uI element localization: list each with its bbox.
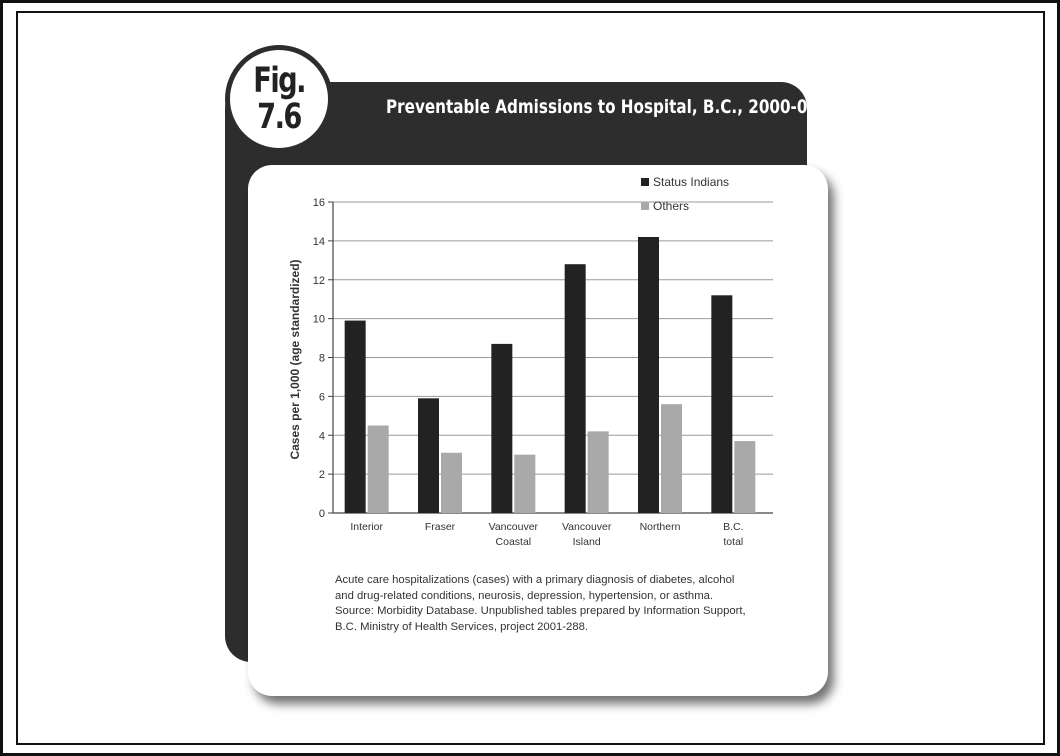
bar-status-indians xyxy=(564,264,586,513)
y-tick-label: 4 xyxy=(319,430,325,442)
bar-others xyxy=(514,454,536,513)
x-tick-label: B.C. xyxy=(723,521,743,533)
bar-others xyxy=(587,431,609,513)
y-tick-label: 8 xyxy=(319,353,325,365)
y-tick-label: 0 xyxy=(319,508,325,520)
legend-swatch xyxy=(641,178,649,186)
y-axis-label: Cases per 1,000 (age standardized) xyxy=(288,259,302,459)
bar-status-indians xyxy=(638,236,659,514)
x-tick-label: Coastal xyxy=(496,536,532,548)
x-tick-label: Interior xyxy=(350,521,383,533)
legend-swatch xyxy=(641,202,649,210)
caption-source: Source: Morbidity Database. Unpublished … xyxy=(335,605,746,633)
y-tick-label: 14 xyxy=(313,236,325,248)
caption-description: Acute care hospitalizations (cases) with… xyxy=(335,574,735,602)
figure-label: Fig. xyxy=(253,61,306,101)
bar-status-indians xyxy=(491,343,513,513)
x-tick-label: Fraser xyxy=(425,521,456,533)
bar-chart: 0 2 4 6 8 10 12 14 16 Cases per 1,000 (age standa… xyxy=(288,175,773,548)
bar-others xyxy=(661,404,682,513)
figure-number: 7.6 xyxy=(257,97,302,137)
figure-title: Preventable Admissions to Hospital, B.C.… xyxy=(386,96,819,118)
bar-status-indians xyxy=(344,320,366,513)
y-tick-label: 10 xyxy=(313,314,325,326)
bar-others xyxy=(367,425,389,513)
legend-label: Status Indians xyxy=(653,175,729,189)
inner-border xyxy=(16,11,1045,745)
x-tick-label: Vancouver xyxy=(562,521,612,533)
legend-label: Others xyxy=(653,199,689,213)
x-tick-label: Island xyxy=(573,536,601,548)
y-tick-label: 12 xyxy=(313,275,325,287)
figure-number-badge: Fig. 7.6 xyxy=(225,45,333,153)
x-tick-label: Vancouver xyxy=(489,521,539,533)
bar-status-indians xyxy=(711,295,733,513)
bar-others xyxy=(734,441,756,513)
x-tick-label: total xyxy=(723,536,743,548)
y-tick-label: 16 xyxy=(313,197,325,209)
bar-others xyxy=(441,452,462,513)
y-tick-label: 2 xyxy=(319,469,325,481)
x-tick-label: Northern xyxy=(640,521,681,533)
y-tick-label: 6 xyxy=(319,391,325,403)
bar-status-indians xyxy=(418,398,439,513)
figure-caption: Acute care hospitalizations (cases) with… xyxy=(335,573,755,635)
